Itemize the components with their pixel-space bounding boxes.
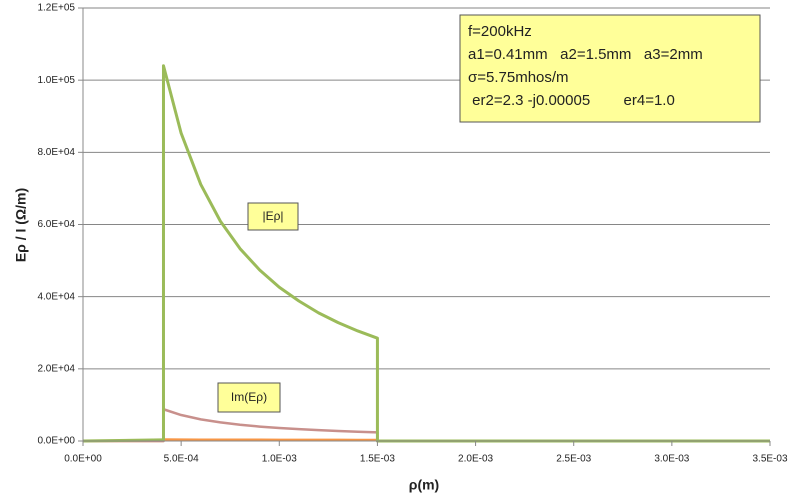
y-tick-label: 4.0E+04 (37, 291, 75, 302)
y-axis-title: Eρ / I (Ω/m) (13, 188, 29, 262)
x-tick-label: 1.0E-03 (262, 454, 297, 465)
series-label: Im(Eρ) (217, 382, 281, 413)
x-axis-title: ρ(m) (409, 477, 439, 493)
y-tick-label: 8.0E+04 (37, 147, 75, 158)
info-line: a1=0.41mm a2=1.5mm a3=2mm (468, 46, 703, 63)
y-tick-label: 2.0E+04 (37, 363, 75, 374)
series-label-text: Im(Eρ) (231, 390, 267, 404)
x-tick-label: 0.0E+00 (64, 454, 102, 465)
info-box: f=200kHz a1=0.41mm a2=1.5mm a3=2mm σ=5.7… (459, 14, 761, 123)
series-label: |Eρ| (247, 202, 299, 231)
x-tick-label: 3.5E-03 (752, 454, 787, 465)
info-line: er2=2.3 -j0.00005 er4=1.0 (468, 92, 675, 109)
info-line: f=200kHz (468, 23, 532, 40)
y-tick-label: 1.0E+05 (37, 75, 75, 86)
x-tick-label: 2.0E-03 (458, 454, 493, 465)
x-tick-label: 2.5E-03 (556, 454, 591, 465)
x-tick-label: 3.0E-03 (654, 454, 689, 465)
info-box-frame (459, 14, 761, 123)
x-tick-label: 1.5E-03 (360, 454, 395, 465)
series-line (83, 408, 770, 443)
series-label-frame (217, 382, 281, 413)
series-label-text: |Eρ| (262, 209, 283, 223)
series-label-frame (247, 202, 299, 231)
y-tick-label: 6.0E+04 (37, 219, 75, 230)
x-tick-label: 5.0E-04 (164, 454, 199, 465)
info-line: σ=5.75mhos/m (468, 69, 569, 86)
y-tick-label: 0.0E+00 (37, 436, 75, 447)
y-tick-label: 1.2E+05 (37, 3, 75, 14)
grid (83, 7, 770, 442)
